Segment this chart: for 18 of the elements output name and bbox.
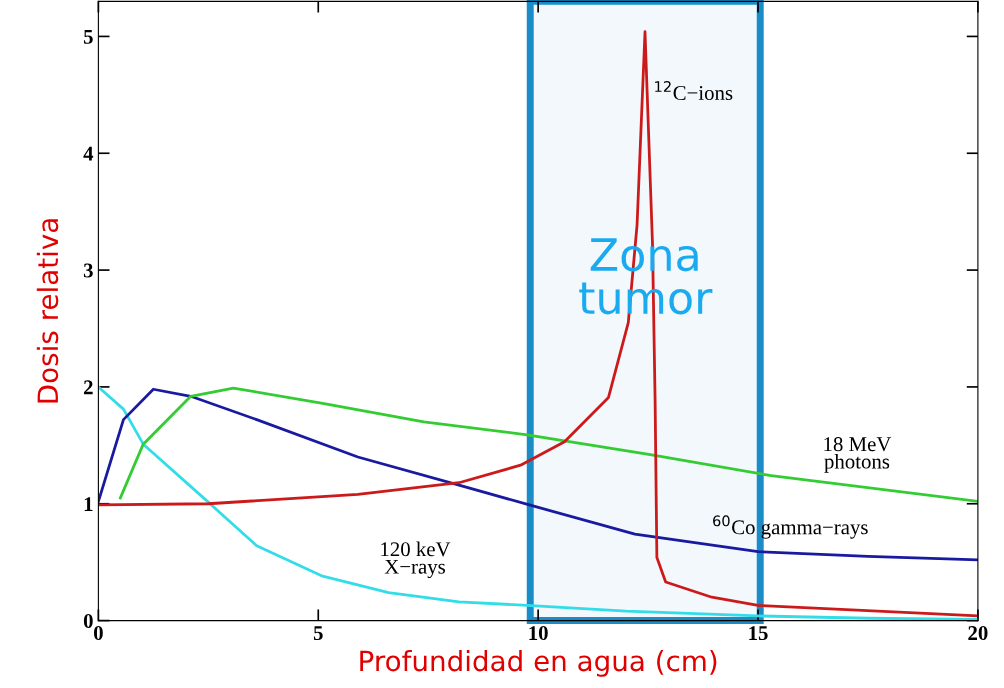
y-tick-label: 1: [84, 497, 93, 511]
line-series: [98, 387, 978, 562]
series-label: $^{12}$C−ions: [655, 81, 733, 101]
x-axis-title: Profundidad en agua (cm): [360, 649, 717, 677]
y-tick-label: 5: [83, 30, 93, 44]
series-label: 120 keV X−rays: [381, 541, 451, 579]
x-tick-label: 15: [749, 626, 768, 641]
y-tick-label: 3: [83, 263, 93, 278]
y-tick-label: 0: [83, 613, 93, 629]
line-series: [98, 30, 978, 618]
x-tick-label: 5: [313, 626, 323, 641]
series-label: 18 MeV photons: [824, 437, 892, 473]
x-tick-label: 20: [968, 626, 988, 641]
x-tick-label: 10: [529, 626, 548, 641]
line-series: [118, 386, 978, 503]
y-tick-label: 4: [83, 146, 94, 161]
y-tick-label: 2: [83, 380, 93, 395]
y-axis-title: Dosis relativa: [36, 219, 59, 403]
